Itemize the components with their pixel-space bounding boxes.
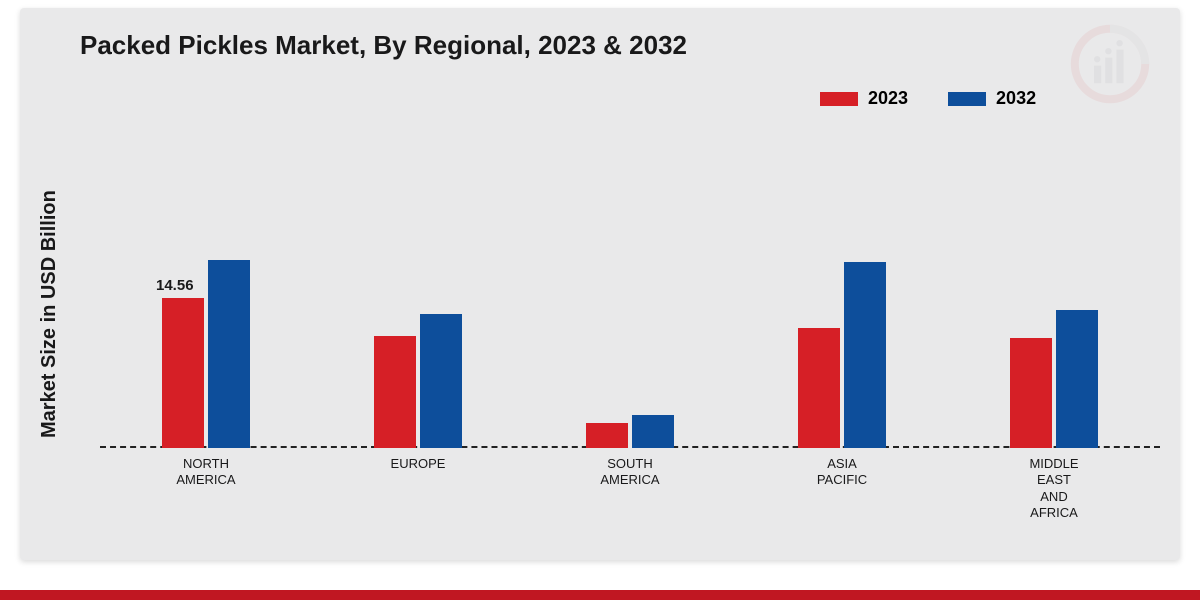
chart-title: Packed Pickles Market, By Regional, 2023… <box>80 30 687 61</box>
chart-card: Packed Pickles Market, By Regional, 2023… <box>20 8 1180 560</box>
legend-swatch <box>948 92 986 106</box>
legend-item: 2023 <box>820 88 908 109</box>
x-axis-baseline <box>100 446 1160 448</box>
legend-label: 2023 <box>868 88 908 109</box>
bar <box>162 298 204 448</box>
plot-area: NORTH AMERICAEUROPESOUTH AMERICAASIA PAC… <box>100 138 1160 448</box>
category-label: EUROPE <box>358 456 478 472</box>
bar-value-label: 14.56 <box>156 277 194 294</box>
bar <box>374 336 416 448</box>
category-label: SOUTH AMERICA <box>570 456 690 489</box>
y-axis-label: Market Size in USD Billion <box>38 190 61 438</box>
bar <box>208 260 250 448</box>
category-label: MIDDLE EAST AND AFRICA <box>994 456 1114 521</box>
watermark-logo-icon <box>1070 24 1150 104</box>
footer-accent-bar <box>0 590 1200 600</box>
legend: 2023 2032 <box>820 88 1036 109</box>
bar <box>1010 338 1052 448</box>
bar <box>420 314 462 448</box>
bar <box>798 328 840 448</box>
bar <box>586 423 628 448</box>
legend-label: 2032 <box>996 88 1036 109</box>
category-label: ASIA PACIFIC <box>782 456 902 489</box>
legend-swatch <box>820 92 858 106</box>
bar <box>632 415 674 448</box>
category-label: NORTH AMERICA <box>146 456 266 489</box>
bar <box>1056 310 1098 448</box>
page: Packed Pickles Market, By Regional, 2023… <box>0 0 1200 600</box>
legend-item: 2032 <box>948 88 1036 109</box>
bar <box>844 262 886 448</box>
